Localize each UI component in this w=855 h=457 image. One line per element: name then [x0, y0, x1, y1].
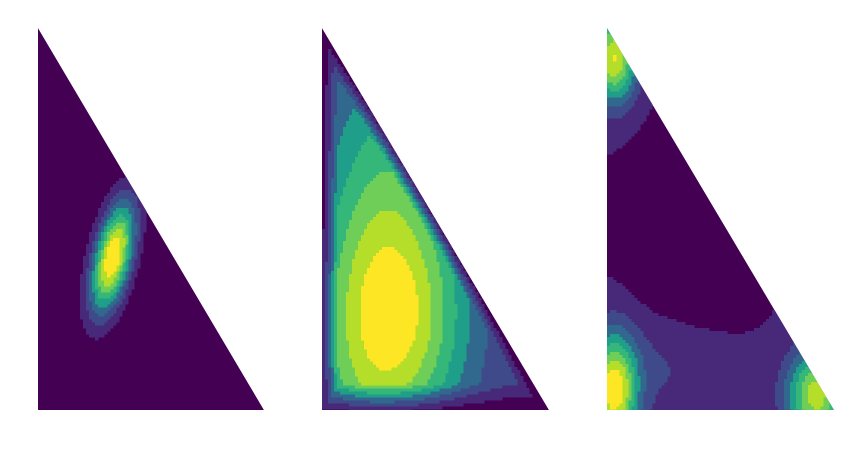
contour-level-9	[104, 238, 120, 278]
contour-level-2	[325, 67, 518, 407]
contour-level-7	[337, 172, 443, 389]
contour-level-6	[95, 214, 129, 299]
contour-level-3	[328, 82, 488, 404]
contour-level-6	[334, 136, 458, 395]
contour-level-5	[92, 208, 132, 308]
contour-level-7	[607, 34, 833, 410]
contour-level-2	[86, 190, 141, 326]
contour-level-5	[331, 109, 470, 398]
contour-level-9	[361, 247, 419, 371]
contour-level-9	[607, 55, 623, 410]
contour-level-8	[346, 211, 431, 386]
contour-level-1	[607, 76, 803, 410]
contour-panel-1	[38, 28, 264, 410]
contour-level-0	[38, 28, 264, 410]
contour-panel-3	[607, 28, 834, 410]
contour-level-3	[607, 61, 812, 410]
contour-level-3	[89, 199, 138, 317]
contour-level-5	[607, 55, 815, 410]
contour-level-2	[607, 67, 806, 410]
contour-panel-2	[322, 28, 549, 410]
